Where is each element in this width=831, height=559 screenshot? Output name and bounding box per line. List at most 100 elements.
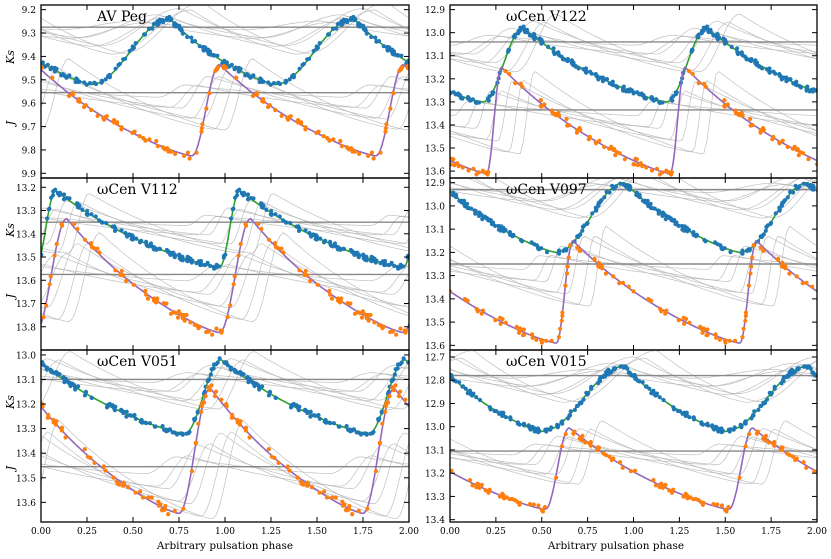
ks-data-point [238,370,243,375]
ks-data-point [450,192,455,198]
y-tick-label: 9.4 [22,53,37,63]
ks-data-point [549,425,554,430]
j-data-point [199,403,204,409]
ks-data-point [48,367,53,372]
ks-data-point [381,259,387,264]
ks-data-point [167,427,173,432]
template-curve [450,443,817,456]
y-tick-label: 13.6 [425,168,445,178]
ks-data-point [765,223,771,228]
j-data-point [521,327,526,332]
j-data-point [161,301,166,306]
j-data-point [479,311,484,316]
ks-data-point [524,27,530,32]
j-data-point [344,508,349,513]
j-data-point [676,317,682,322]
y-tick-label: 13.1 [425,226,445,236]
ks-data-point [598,375,603,380]
ks-data-point [761,401,767,406]
ks-data-point [246,380,251,385]
j-data-point [247,435,252,440]
template-curve [41,366,409,402]
j-data-point [651,478,656,483]
ks-data-point [544,250,550,255]
ks-data-point [395,53,400,58]
y-tick-label: 13.4 [16,230,36,240]
j-data-point [657,485,662,490]
j-data-point [272,455,277,461]
ks-data-point [569,61,574,66]
y-tick-label: 13.6 [425,342,445,352]
j-data-point [520,84,525,89]
ks-data-point [110,404,115,409]
template-curve [450,90,817,140]
ks-data-point [810,370,815,375]
ks-data-point [652,206,657,211]
j-data-point [393,383,398,388]
y-tick-label: 13.4 [425,516,445,526]
template-curve [41,208,409,245]
ks-data-point [241,372,246,377]
ks-data-point [772,384,777,389]
j-data-point [337,300,342,305]
j-data-point [737,475,742,480]
y-tick-label: 13.1 [425,52,445,62]
j-data-point [727,338,732,343]
j-data-point [683,493,689,498]
ks-data-point [148,241,154,246]
ks-data-point [284,220,289,225]
x-axis-label-left: Arbitrary pulsation phase [156,540,293,552]
j-fit-curve [450,66,817,175]
ks-data-point [348,247,353,253]
ks-data-point [395,264,400,270]
j-data-point [181,506,186,511]
ks-data-point [519,239,525,244]
j-data-point [378,150,383,155]
ks-data-point [580,228,585,233]
j-data-point [460,165,465,170]
j-data-point [806,157,811,162]
j-data-point [485,172,490,177]
j-data-point [45,415,50,420]
j-data-point [383,126,388,131]
y-tick-label: 13.1 [425,446,445,456]
j-data-point [103,468,108,473]
ks-data-point [48,67,53,72]
j-data-point [780,138,785,143]
j-data-point [593,140,598,145]
ks-data-point [671,218,676,223]
ks-data-point [784,79,789,84]
ks-data-point [247,74,252,79]
ks-data-point [450,376,455,381]
j-data-point [229,415,234,420]
x-tick-label: 1.50 [715,527,735,537]
template-curve [450,13,817,72]
j-data-point [330,495,335,500]
j-data-point [620,280,626,285]
j-data-point [130,130,135,135]
j-data-point [163,504,168,509]
j-data-point [403,328,408,333]
j-data-point [131,282,136,287]
template-curve [450,255,817,270]
j-data-point [577,436,582,441]
y-tick-label: 13.2 [425,470,445,480]
ks-data-point [491,90,496,95]
j-data-point [703,84,709,89]
ks-data-point [134,236,139,241]
j-data-point [683,316,689,322]
ks-data-point [215,360,220,365]
ks-data-point [474,395,479,400]
j-data-point [75,226,80,232]
j-data-point [583,440,588,445]
ks-data-point [779,381,784,386]
j-data-point [373,469,379,474]
plot-area [41,351,409,520]
ks-data-point [788,189,793,195]
ks-data-point [593,72,598,77]
ks-data-point [633,376,638,381]
j-data-point [542,505,548,510]
j-data-point [158,502,163,507]
x-tick-label: 0.50 [123,527,143,537]
y-axis-label-j: J [4,120,17,127]
